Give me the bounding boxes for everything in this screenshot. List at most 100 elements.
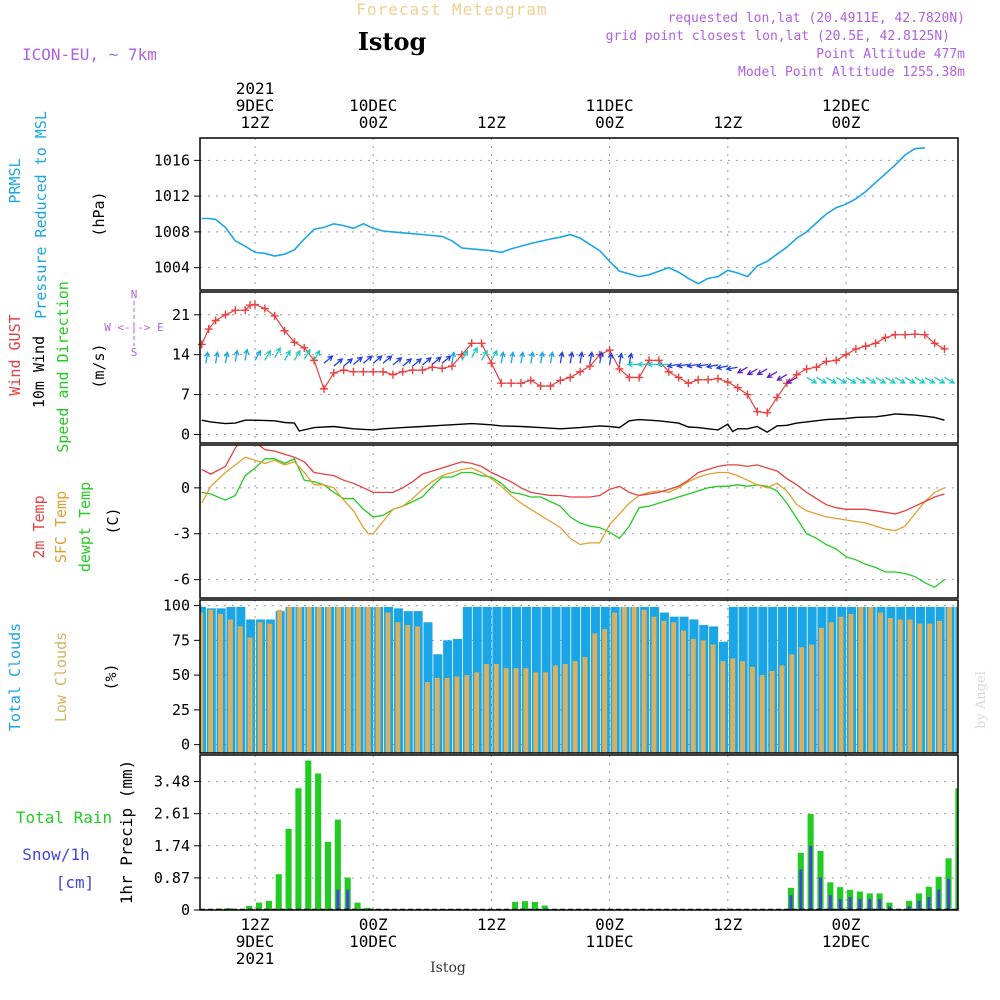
gust-marker xyxy=(664,367,673,376)
gust-marker xyxy=(940,344,949,353)
low-cloud-bar xyxy=(405,625,411,753)
low-cloud-bar xyxy=(700,640,706,753)
gust-line xyxy=(201,303,945,414)
requested-coords: requested lon,lat (20.4911E, 42.7820N) xyxy=(668,11,965,26)
low-cloud-bar xyxy=(552,665,558,753)
low-cloud-bar xyxy=(759,675,765,753)
wind-direction-arrow xyxy=(578,351,585,364)
snow-unit-label: [cm] xyxy=(56,873,95,892)
low-cloud-bar xyxy=(306,606,312,753)
wind-label: 10m Wind xyxy=(30,336,48,408)
wind-direction-arrow xyxy=(588,351,595,364)
top-time-label: 10DEC xyxy=(349,96,397,115)
bottom-time-label: 12Z xyxy=(241,915,270,934)
wind-direction-arrow xyxy=(450,351,457,364)
rain-bar xyxy=(354,902,361,910)
wind-direction-arrow xyxy=(725,365,738,372)
gust-marker xyxy=(871,339,880,348)
gust-marker xyxy=(625,373,634,382)
y-tick-label: 1012 xyxy=(154,187,190,205)
snow-bar xyxy=(878,898,882,910)
dewpoint-line xyxy=(201,457,945,589)
low-cloud-bar xyxy=(858,606,864,753)
low-cloud-bar xyxy=(237,626,243,753)
wind-direction-arrow xyxy=(362,355,373,364)
wind-direction-arrow xyxy=(499,351,506,364)
bottom-time-label: 00Z xyxy=(595,915,624,934)
wind-direction-arrow xyxy=(894,376,906,384)
temp-unit: (C) xyxy=(104,507,122,534)
low-cloud-bar xyxy=(296,606,302,753)
precip-panel: 0 0.87 1.74 2.61 3.48 Total Rain Snow/1h [cm] 1h… xyxy=(16,754,959,919)
wind-direction-arrow xyxy=(934,376,946,384)
y-tick-label: -6 xyxy=(172,571,190,589)
low-cloud-bar xyxy=(257,622,263,753)
temp-panel: -6 -3 0 2m Temp SFC Temp dewpt Temp (C) xyxy=(30,444,959,599)
gust-marker xyxy=(891,330,900,339)
snow-bar xyxy=(828,895,832,910)
sfc-temp-label: SFC Temp xyxy=(52,491,70,563)
gust-marker xyxy=(477,339,486,348)
rain-bar xyxy=(837,887,844,910)
low-cloud-bar xyxy=(868,606,874,753)
gust-marker xyxy=(398,367,407,376)
gust-marker xyxy=(812,363,821,372)
gust-marker xyxy=(388,370,397,379)
gust-marker xyxy=(901,330,910,339)
credit-watermark: by Angel xyxy=(974,671,989,729)
dewpt-label: dewpt Temp xyxy=(76,482,94,572)
rain-bar xyxy=(521,901,529,910)
gust-marker xyxy=(536,382,545,391)
top-time-label: 9DEC xyxy=(236,96,275,115)
low-cloud-bar xyxy=(838,616,844,753)
snow-bar xyxy=(887,906,891,910)
bottom-time-label: 12Z xyxy=(477,915,506,934)
bottom-time-label: 11DEC xyxy=(586,932,634,951)
gust-marker xyxy=(861,342,870,351)
low-cloud-bar xyxy=(287,606,292,753)
sfc-temp-line xyxy=(201,456,945,546)
top-time-label: 00Z xyxy=(359,113,388,132)
bottom-time-label: 2021 xyxy=(236,949,275,968)
low-cloud-bar xyxy=(730,658,736,753)
snow-bar xyxy=(868,898,872,910)
low-cloud-bar xyxy=(454,676,460,753)
snow-bar xyxy=(799,869,803,910)
panel-frame xyxy=(199,599,959,754)
gust-label: Wind GUST xyxy=(6,314,24,395)
low-cloud-bar xyxy=(809,644,815,753)
wind-direction-arrow xyxy=(607,352,614,365)
wind-direction-arrow xyxy=(568,351,575,364)
rain-bar xyxy=(324,841,332,910)
gust-marker xyxy=(497,379,506,388)
low-cloud-bar xyxy=(907,619,913,753)
wind-direction-arrow xyxy=(343,358,354,367)
low-cloud-bar xyxy=(789,654,795,753)
panel-frame xyxy=(199,291,959,444)
wind-direction-arrow xyxy=(705,363,719,370)
gust-marker xyxy=(251,300,259,309)
wind-direction-arrow xyxy=(617,352,624,365)
gust-marker xyxy=(300,343,309,352)
y-tick-label: 0.87 xyxy=(154,869,190,887)
low-cloud-bar xyxy=(434,677,440,753)
gust-marker xyxy=(418,366,427,375)
gust-marker xyxy=(763,408,772,417)
gust-marker xyxy=(694,375,703,384)
low-cloud-bar xyxy=(897,619,903,753)
y-tick-label: 1008 xyxy=(154,223,190,241)
wind-direction-arrow xyxy=(806,376,818,384)
wind-direction-arrow xyxy=(746,368,758,376)
wind-direction-arrow xyxy=(392,356,403,366)
wind-direction-arrow xyxy=(412,358,423,367)
wind-direction-arrow xyxy=(490,349,498,361)
wind-direction-arrow xyxy=(835,376,847,384)
gust-marker xyxy=(635,373,644,382)
rain-bar xyxy=(295,788,302,910)
wind-direction-arrow xyxy=(293,349,301,361)
wind-direction-arrow xyxy=(816,376,828,384)
total-clouds-label: Total Clouds xyxy=(6,623,24,731)
low-cloud-bar xyxy=(779,665,785,753)
low-cloud-bar xyxy=(365,606,371,753)
